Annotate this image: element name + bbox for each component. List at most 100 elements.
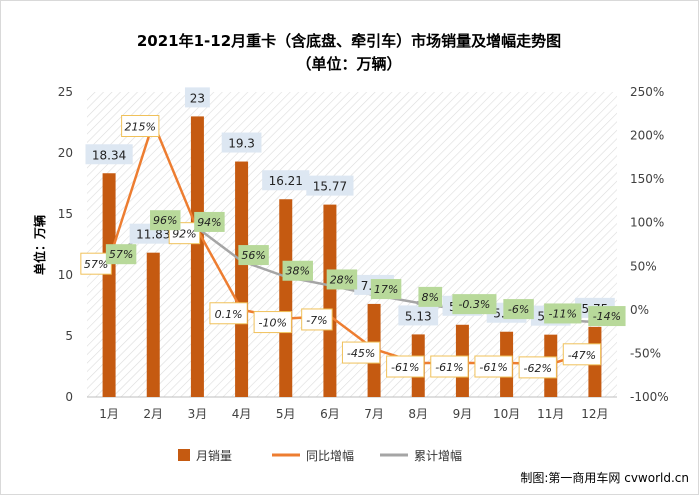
bar — [102, 173, 116, 397]
yoy-value-label: -10% — [259, 317, 287, 330]
yoy-value-label: 0.1% — [215, 308, 243, 321]
legend-label: 同比增幅 — [306, 448, 354, 463]
cum-label-box — [544, 303, 582, 324]
bar-label-box — [85, 144, 133, 165]
yoy-label-box — [209, 302, 248, 325]
bar-value-label: 18.34 — [92, 148, 126, 162]
cum-value-label: 8% — [422, 291, 439, 304]
x-tick-label: 7月 — [364, 407, 384, 421]
yoy-label-box — [341, 341, 381, 364]
bar-label-box — [398, 305, 439, 326]
yoy-value-label: -61% — [391, 361, 419, 374]
cum-value-label: 56% — [241, 249, 265, 262]
cum-value-label: 17% — [374, 283, 398, 296]
series-line — [107, 121, 596, 366]
x-tick-label: 6月 — [320, 407, 340, 421]
y-tick-label: 20 — [58, 146, 73, 160]
cum-label-box — [282, 260, 313, 281]
bar-value-label: 15.77 — [313, 180, 347, 194]
yoy-label-box — [121, 115, 160, 137]
yoy-value-label: -47% — [568, 349, 596, 362]
y2-tick-label: -50% — [630, 346, 661, 360]
y2-tick-label: 150% — [630, 172, 664, 186]
x-tick-label: 5月 — [276, 407, 296, 421]
legend-label: 月销量 — [196, 449, 232, 463]
yoy-label-box — [253, 311, 292, 334]
yoy-label-box — [301, 308, 333, 331]
cum-value-label: 94% — [197, 216, 221, 229]
yoy-value-label: -62% — [524, 362, 552, 375]
cum-value-label: 96% — [153, 214, 177, 227]
cum-label-box — [452, 294, 497, 315]
cum-value-label: 57% — [109, 248, 133, 261]
legend-label: 累计增幅 — [414, 448, 462, 463]
chart-title: 2021年1-12月重卡（含底盘、牵引车）市场销量及增幅走势图 — [137, 32, 561, 50]
bar — [323, 204, 337, 397]
cum-label-box — [418, 286, 443, 307]
bar-label-box — [221, 132, 262, 153]
y-tick-label: 0 — [65, 390, 73, 404]
x-tick-label: 4月 — [232, 407, 252, 421]
cum-value-label: 38% — [286, 265, 310, 278]
bar-value-label: 11.83 — [136, 228, 170, 242]
y-axis-label: 单位：万辆 — [32, 215, 47, 275]
cum-value-label: -14% — [593, 310, 621, 323]
cum-value-label: -11% — [549, 307, 577, 320]
yoy-value-label: -45% — [347, 347, 375, 360]
cum-value-label: 28% — [330, 273, 354, 286]
x-tick-label: 11月 — [537, 407, 564, 421]
x-tick-label: 8月 — [408, 407, 428, 421]
cum-label-box — [194, 211, 225, 232]
x-tick-label: 2月 — [143, 407, 163, 421]
y2-tick-label: -100% — [630, 390, 669, 404]
yoy-label-box — [386, 355, 425, 378]
bar-label-box — [306, 175, 354, 196]
y2-tick-label: 250% — [630, 85, 664, 99]
y2-tick-label: 100% — [630, 216, 664, 230]
y2-tick-label: 200% — [630, 129, 664, 143]
yoy-label-box — [430, 355, 469, 378]
y-tick-label: 10 — [58, 268, 73, 282]
bar — [279, 199, 293, 397]
cum-label-box — [370, 279, 402, 300]
cum-label-box — [503, 299, 534, 320]
yoy-label-box — [562, 343, 602, 366]
bar-value-label: 5.13 — [405, 309, 432, 323]
yoy-value-label: 57% — [84, 258, 108, 271]
cum-label-box — [588, 306, 626, 327]
x-tick-label: 9月 — [453, 407, 473, 421]
yoy-label-box — [518, 356, 557, 379]
bar-value-label: 19.3 — [228, 137, 255, 151]
y-tick-label: 15 — [58, 207, 73, 221]
yoy-value-label: 92% — [172, 228, 196, 241]
yoy-value-label: -61% — [435, 361, 463, 374]
yoy-label-box — [474, 355, 513, 378]
cum-value-label: -0.3% — [458, 298, 490, 311]
bar — [146, 252, 160, 397]
bar-label-box — [184, 87, 210, 108]
chart-subtitle: （单位：万辆） — [296, 55, 401, 73]
y-tick-label: 25 — [58, 85, 73, 99]
cum-label-box — [326, 269, 358, 290]
yoy-value-label: -7% — [306, 314, 327, 327]
x-tick-label: 3月 — [188, 407, 208, 421]
cum-label-box — [238, 245, 269, 266]
cum-value-label: -6% — [508, 303, 529, 316]
bar-value-label: 16.21 — [269, 174, 303, 188]
x-tick-label: 12月 — [581, 407, 608, 421]
yoy-value-label: -61% — [479, 361, 507, 374]
y2-tick-label: 50% — [630, 259, 657, 273]
bar-label-box — [262, 170, 310, 191]
y-tick-label: 5 — [65, 329, 73, 343]
legend-swatch-bar — [178, 449, 190, 461]
x-tick-label: 10月 — [493, 407, 520, 421]
source-credit: 制图:第一商用车网 cvworld.cn — [520, 470, 689, 485]
yoy-value-label: 215% — [125, 121, 156, 134]
y2-tick-label: 0% — [630, 303, 649, 317]
bar — [190, 116, 204, 398]
bar-value-label: 23 — [190, 91, 205, 105]
cum-label-box — [150, 210, 181, 231]
bar — [235, 161, 249, 397]
